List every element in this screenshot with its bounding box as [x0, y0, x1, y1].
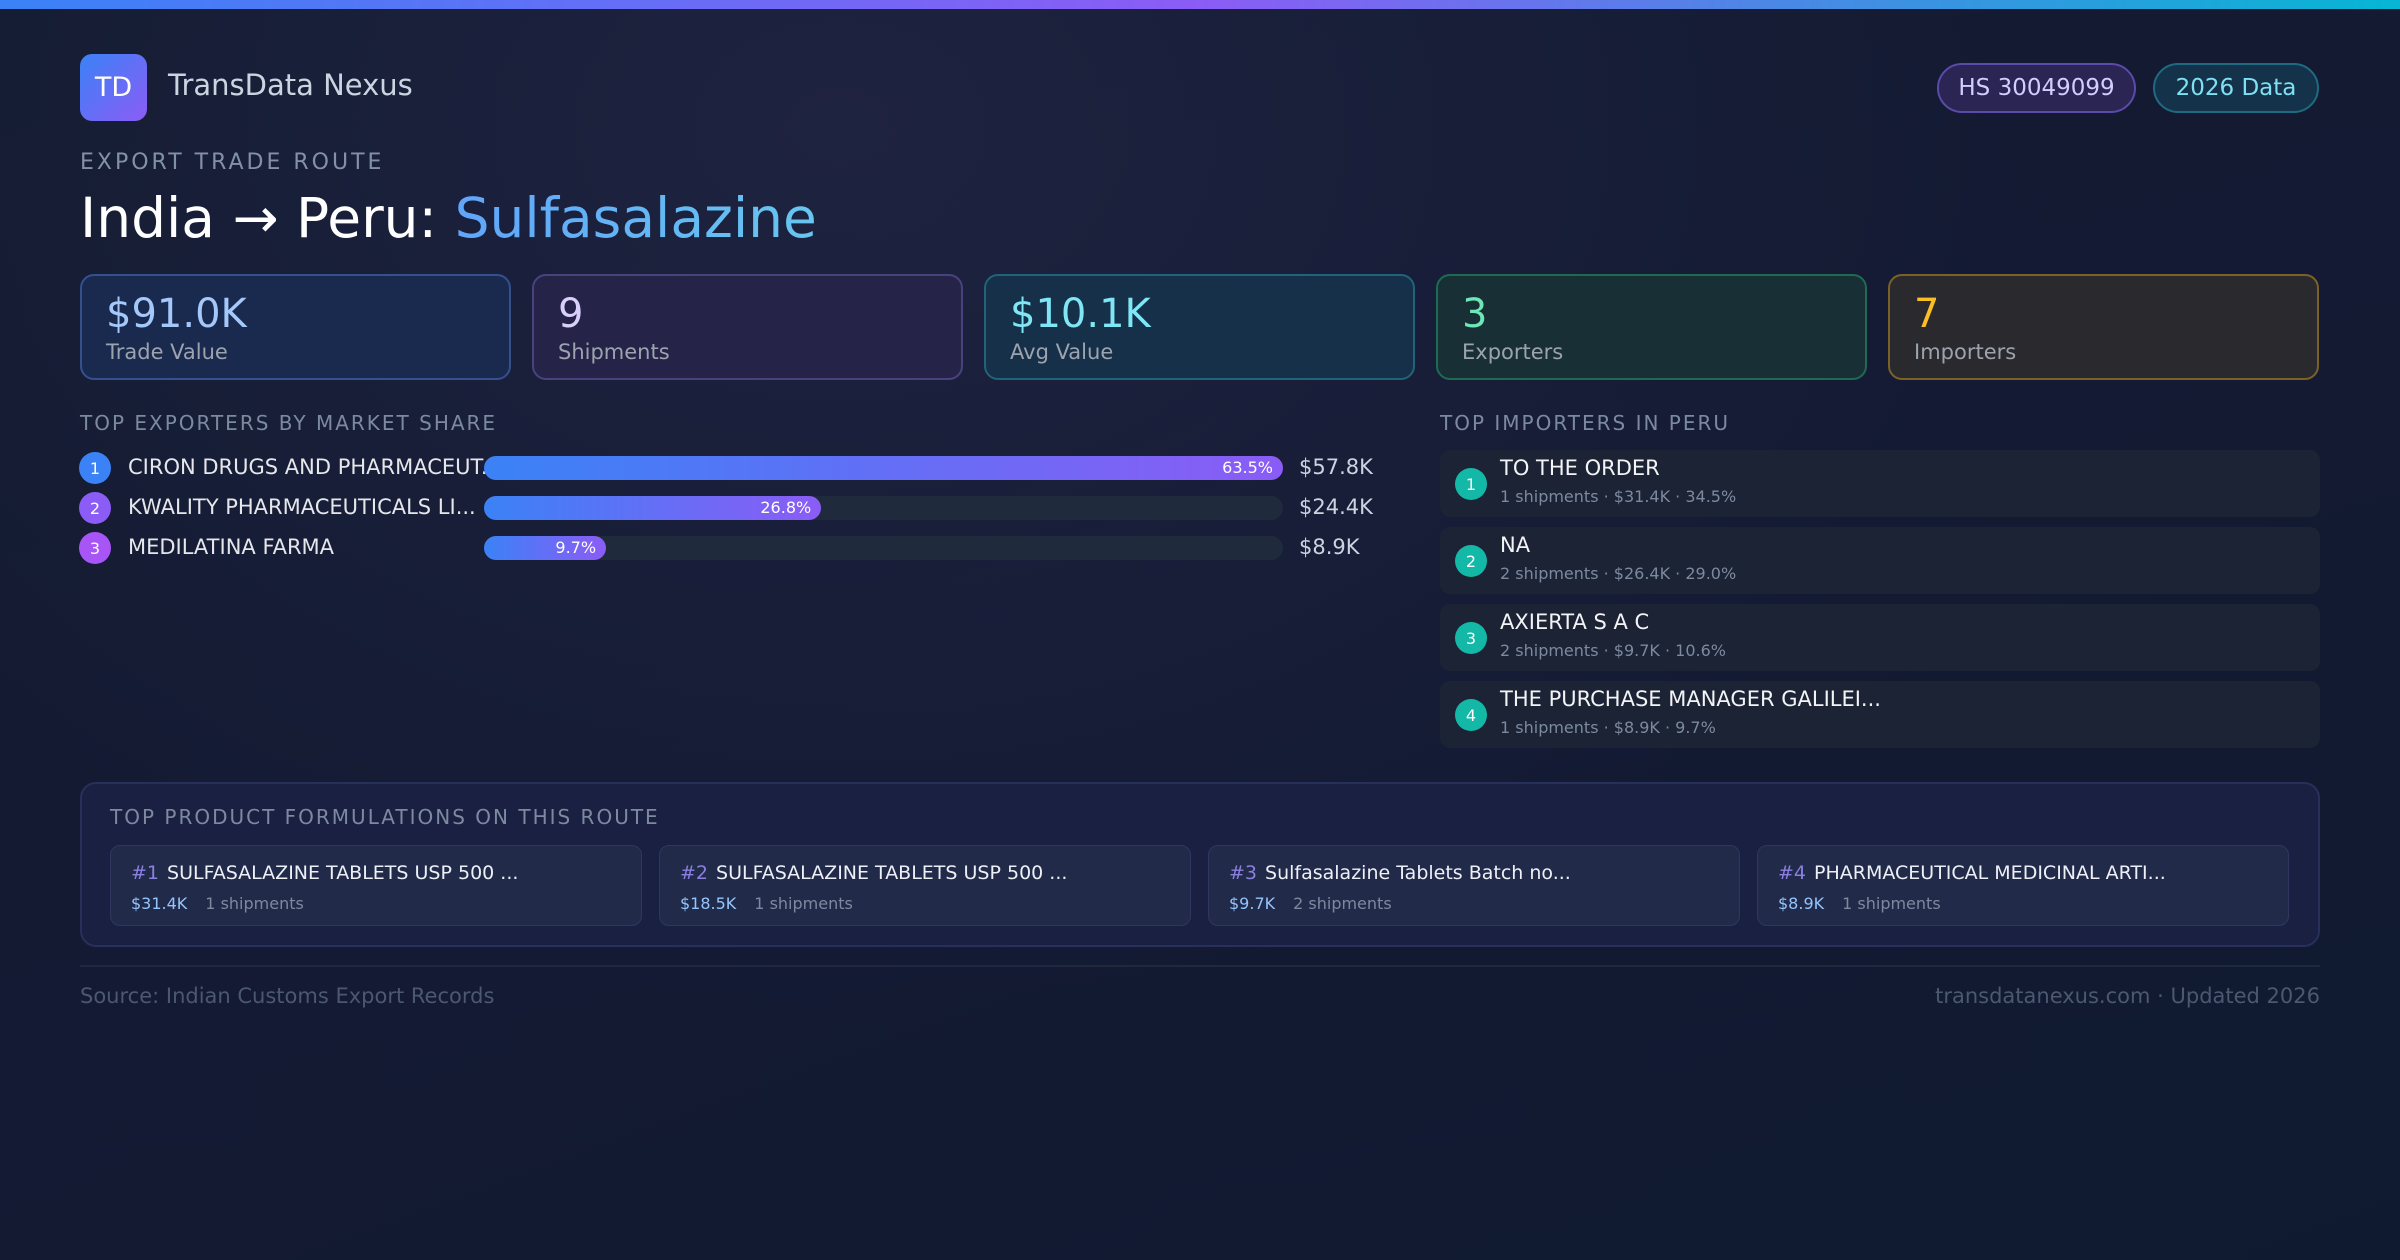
formulation-meta: $9.7K 2 shipments: [1229, 894, 1392, 913]
formulation-shipments: 1 shipments: [754, 894, 853, 913]
formulation-meta: $18.5K 1 shipments: [680, 894, 853, 913]
kpi-label: Shipments: [558, 340, 670, 364]
kpi-card: $10.1K Avg Value: [984, 274, 1415, 380]
kpi-label: Trade Value: [106, 340, 228, 364]
kpi-value: $91.0K: [106, 291, 247, 337]
badge: 2026 Data: [2153, 63, 2319, 113]
eyebrow: EXPORT TRADE ROUTE: [80, 150, 385, 175]
importer-name: THE PURCHASE MANAGER GALILEI...: [1500, 687, 1881, 711]
exporter-name: KWALITY PHARMACEUTICALS LI...: [128, 495, 476, 519]
top-bar: [0, 0, 2400, 9]
importer-details: 1 shipments · $31.4K · 34.5%: [1500, 487, 1737, 506]
kpi-card: 3 Exporters: [1436, 274, 1867, 380]
importer-details: 2 shipments · $26.4K · 29.0%: [1500, 564, 1737, 583]
exporter-name: CIRON DRUGS AND PHARMACEUT...: [128, 455, 501, 479]
importer-name: AXIERTA S A C: [1500, 610, 1650, 634]
kpi-card: 9 Shipments: [532, 274, 963, 380]
importer-name: TO THE ORDER: [1500, 456, 1660, 480]
kpi-value: $10.1K: [1010, 291, 1151, 337]
importer-card: 3 AXIERTA S A C 2 shipments · $9.7K · 10.6…: [1440, 604, 2320, 671]
formulation-name: Sulfasalazine Tablets Batch no...: [1265, 862, 1571, 884]
bar-track: 26.8%: [484, 496, 1283, 520]
formulation-shipments: 1 shipments: [205, 894, 304, 913]
importer-details: 1 shipments · $8.9K · 9.7%: [1500, 718, 1716, 737]
footer-source: Source: Indian Customs Export Records: [80, 984, 495, 1008]
bar-track: 63.5%: [484, 456, 1283, 480]
kpi-label: Exporters: [1462, 340, 1564, 364]
exporter-value: $24.4K: [1299, 495, 1373, 519]
kpi-value: 9: [558, 291, 584, 337]
kpi-card: $91.0K Trade Value: [80, 274, 511, 380]
brand: TransData Nexus: [168, 68, 413, 102]
share-bar: 26.8%: [484, 496, 822, 520]
rank-badge: 2: [79, 492, 111, 524]
section-title: TOP IMPORTERS IN PERU: [1440, 411, 1731, 435]
formulation-rank: #4: [1778, 862, 1807, 884]
formulation-name: SULFASALAZINE TABLETS USP 500 ...: [167, 862, 519, 884]
title: India → Peru: Sulfasalazine: [80, 186, 817, 250]
kpi-value: 3: [1462, 291, 1488, 337]
rank-badge: 1: [1455, 468, 1487, 500]
exporter-name: MEDILATINA FARMA: [128, 535, 335, 559]
logo: TD: [80, 54, 147, 121]
formulation-card: #1 SULFASALAZINE TABLETS USP 500 ... $31.4…: [110, 845, 642, 926]
formulation-value: $31.4K: [131, 894, 188, 913]
formulation-name: SULFASALAZINE TABLETS USP 500 ...: [716, 862, 1068, 884]
rank-badge: 2: [1455, 545, 1487, 577]
rank-badge: 4: [1455, 699, 1487, 731]
share-bar: 63.5%: [484, 456, 1283, 480]
formulation-rank: #3: [1229, 862, 1258, 884]
formulation-card: #3 Sulfasalazine Tablets Batch no... $9.7K…: [1208, 845, 1740, 926]
formulation-meta: $8.9K 1 shipments: [1778, 894, 1941, 913]
bar-track: 9.7%: [484, 536, 1283, 560]
formulation-value: $9.7K: [1229, 894, 1276, 913]
formulation-title: #2 SULFASALAZINE TABLETS USP 500 ...: [680, 862, 1067, 884]
rank-badge: 1: [79, 452, 111, 484]
kpi-label: Importers: [1914, 340, 2017, 364]
importer-card: 1 TO THE ORDER 1 shipments · $31.4K · 34.5…: [1440, 450, 2320, 517]
formulation-rank: #1: [131, 862, 160, 884]
formulation-name: PHARMACEUTICAL MEDICINAL ARTI...: [1814, 862, 2166, 884]
formulation-card: #2 SULFASALAZINE TABLETS USP 500 ... $18.5…: [659, 845, 1191, 926]
formulation-meta: $31.4K 1 shipments: [131, 894, 304, 913]
rank-badge: 3: [1455, 622, 1487, 654]
title-product: Sulfasalazine: [454, 186, 817, 250]
exporter-value: $57.8K: [1299, 455, 1373, 479]
divider: [80, 965, 2320, 967]
formulation-title: #3 Sulfasalazine Tablets Batch no...: [1229, 862, 1571, 884]
kpi-value: 7: [1914, 291, 1940, 337]
importer-details: 2 shipments · $9.7K · 10.6%: [1500, 641, 1726, 660]
importer-card: 4 THE PURCHASE MANAGER GALILEI... 1 shipme…: [1440, 681, 2320, 748]
formulation-value: $8.9K: [1778, 894, 1825, 913]
formulation-card: #4 PHARMACEUTICAL MEDICINAL ARTI... $8.9K 1…: [1757, 845, 2289, 926]
importer-name: NA: [1500, 533, 1531, 557]
section-title: TOP PRODUCT FORMULATIONS ON THIS ROUTE: [110, 805, 660, 829]
exporter-value: $8.9K: [1299, 535, 1360, 559]
kpi-card: 7 Importers: [1888, 274, 2319, 380]
formulation-title: #4 PHARMACEUTICAL MEDICINAL ARTI...: [1778, 862, 2166, 884]
rank-badge: 3: [79, 532, 111, 564]
importer-card: 2 NA 2 shipments · $26.4K · 29.0%: [1440, 527, 2320, 594]
formulation-shipments: 2 shipments: [1293, 894, 1392, 913]
formulation-title: #1 SULFASALAZINE TABLETS USP 500 ...: [131, 862, 518, 884]
title-route: India → Peru:: [80, 186, 455, 250]
formulation-rank: #2: [680, 862, 709, 884]
formulation-shipments: 1 shipments: [1842, 894, 1941, 913]
formulation-value: $18.5K: [680, 894, 737, 913]
badge: HS 30049099: [1937, 63, 2136, 113]
kpi-label: Avg Value: [1010, 340, 1114, 364]
share-bar: 9.7%: [484, 536, 607, 560]
footer-site: transdatanexus.com · Updated 2026: [1935, 984, 2320, 1008]
section-title: TOP EXPORTERS BY MARKET SHARE: [80, 411, 498, 435]
